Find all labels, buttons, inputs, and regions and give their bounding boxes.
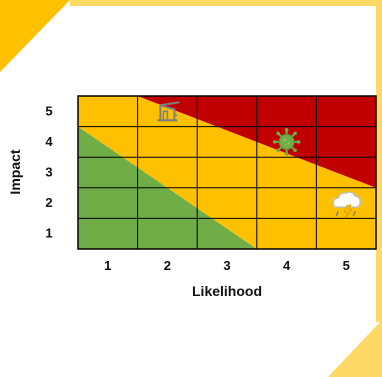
- x-tick-label: 5: [343, 258, 350, 273]
- y-tick-label: 5: [45, 103, 52, 118]
- virus-spot: [283, 138, 286, 142]
- virus-spike-tip: [284, 128, 289, 132]
- labels-layer: 1 2 3 4 5 1 2 3 4 5: [45, 103, 349, 273]
- virus-spot: [287, 141, 291, 145]
- virus-spike-tip: [293, 148, 297, 153]
- y-tick-label: 1: [45, 226, 52, 241]
- x-axis-title: Likelihood: [192, 283, 262, 299]
- top-left-corner-accent: [0, 0, 70, 72]
- crane-boom: [160, 101, 180, 107]
- virus-spike-tip: [296, 140, 301, 144]
- zone-yellow: [78, 96, 376, 249]
- virus-spike-tip: [272, 140, 277, 144]
- grid-layer: [77, 95, 377, 250]
- y-tick-label: 2: [45, 195, 52, 210]
- storm-rain: [352, 210, 356, 217]
- y-tick-label: 3: [45, 165, 52, 180]
- markers-layer: [157, 101, 361, 219]
- storm-rain: [335, 210, 339, 217]
- virus-spike-tip: [293, 131, 297, 136]
- x-tick-label: 2: [164, 258, 171, 273]
- plot-border: [77, 95, 377, 250]
- y-axis-title: Impact: [7, 149, 23, 194]
- storm-lightning: [343, 204, 353, 219]
- storm-cloud-icon: [332, 191, 361, 219]
- virus-spike-tip: [284, 152, 289, 156]
- bottom-right-corner-accent: [328, 320, 382, 377]
- x-tick-label: 1: [104, 258, 111, 273]
- virus-body: [278, 133, 295, 150]
- virus-spike-tip: [276, 131, 280, 136]
- crane-hook: [173, 109, 178, 117]
- y-tick-label: 4: [45, 134, 53, 149]
- virus-spike-tip: [276, 148, 280, 153]
- virus-icon: [272, 128, 301, 156]
- crane-tower: [162, 110, 169, 121]
- crane-icon: [157, 101, 180, 122]
- storm-cloud: [332, 191, 361, 208]
- virus-spot: [284, 143, 287, 146]
- x-tick-label: 3: [223, 258, 230, 273]
- zones-layer: [78, 96, 376, 249]
- x-tick-label: 4: [283, 258, 291, 273]
